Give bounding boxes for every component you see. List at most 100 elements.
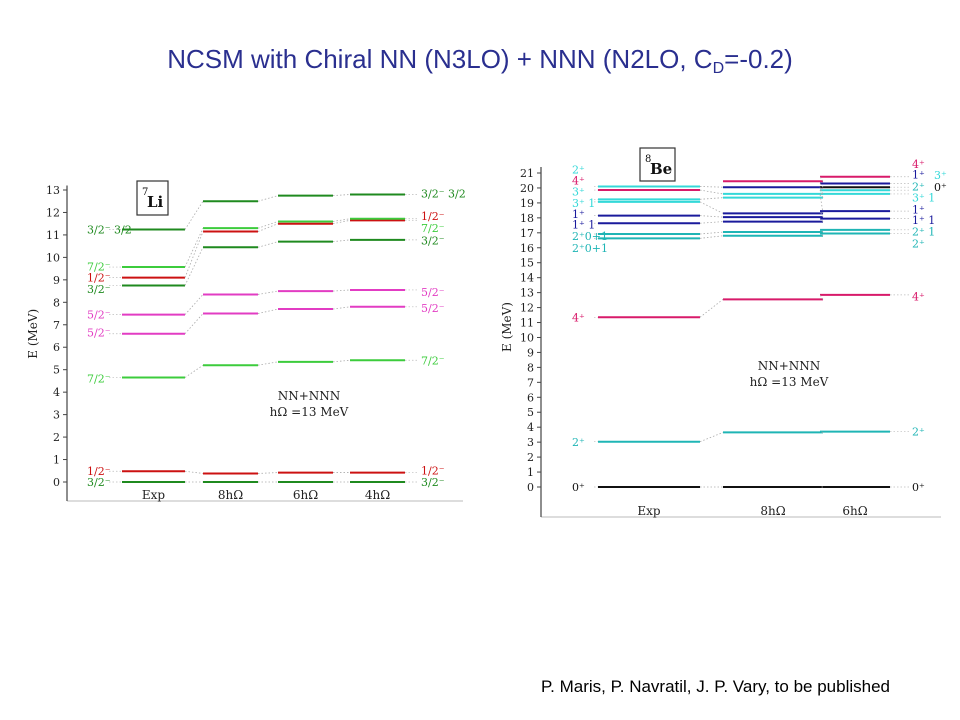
li7-left-spin-label: 5/2⁻ <box>87 309 111 322</box>
li7-connector <box>184 231 204 278</box>
be8-y-tick-label: 4 <box>527 421 534 434</box>
be8-right-spin-label: 3⁺ 1 <box>912 192 935 205</box>
be8-y-tick-label: 11 <box>520 317 534 330</box>
li7-nucleus-box <box>136 180 169 216</box>
be8-left-spin-label: 2⁺0+1 <box>572 230 608 243</box>
li7-y-tick-label: 1 <box>53 454 60 467</box>
li7-left-spin-label: 3/2⁻ <box>87 476 111 489</box>
li7-left-spin-label: 3/2⁻ <box>87 283 111 296</box>
be8-y-tick-label: 2 <box>527 451 534 464</box>
be8-connector <box>819 187 824 195</box>
li7-y-tick: 5 <box>53 364 67 377</box>
li7-y-tick-label: 6 <box>53 341 60 354</box>
li7-column-label: 6hΩ <box>293 488 318 502</box>
title-tail: =-0.2) <box>724 44 793 74</box>
be8-y-tick: 13 <box>520 287 541 300</box>
be8-left-spin-label: 2⁺ <box>572 163 585 176</box>
li7-right-spin-label: 3/2⁻ 3/2 <box>421 187 466 200</box>
li7-connector <box>257 221 279 229</box>
be8-connector <box>699 299 724 318</box>
be8-y-tick: 4 <box>527 421 541 434</box>
li7-y-tick-label: 10 <box>46 251 60 264</box>
li7-right-spin-label: 3/2⁻ <box>421 476 445 489</box>
be8-connector <box>819 233 824 237</box>
be8-y-tick: 10 <box>520 331 541 344</box>
li7-y-tick: 9 <box>53 274 67 287</box>
be8-right-spin-label: 2⁺ <box>912 237 925 250</box>
li7-annotation-line: hΩ =13 MeV <box>270 405 349 419</box>
li7-y-tick-label: 0 <box>53 476 60 489</box>
be8-y-tick-label: 3 <box>527 436 534 449</box>
citation: P. Maris, P. Navratil, J. P. Vary, to be… <box>541 677 890 696</box>
li7-connector <box>332 239 351 243</box>
be8-y-tick-label: 18 <box>520 212 534 225</box>
li7-connector <box>332 219 351 225</box>
li7-y-axis-label: E (MeV) <box>26 309 40 359</box>
be8-connector <box>819 294 824 300</box>
be8-connector <box>699 235 724 239</box>
be8-right-spin-label: 4⁺ <box>912 158 925 171</box>
be8-y-tick: 16 <box>520 242 541 255</box>
li7-connector <box>184 313 204 335</box>
be8-y-tick: 6 <box>527 391 541 404</box>
be8-y-tick-label: 7 <box>527 376 534 389</box>
be8-connector <box>819 190 824 198</box>
li7-y-tick-label: 4 <box>53 386 60 399</box>
be8-annotation-line: NN+NNN <box>758 359 821 373</box>
li7-y-tick-label: 5 <box>53 364 60 377</box>
be8-y-tick-label: 17 <box>520 227 534 240</box>
li7-connector <box>332 306 351 310</box>
li7-connector <box>184 470 204 474</box>
be8-y-tick: 0 <box>527 481 541 494</box>
li7-connector <box>257 223 279 232</box>
be8-y-tick-label: 21 <box>520 167 534 180</box>
be8-right-spin-label: 3⁺ <box>934 169 947 182</box>
li7-connector <box>332 194 351 197</box>
be8-column-label: 6hΩ <box>842 504 867 518</box>
li7-left-spin-label: 1/2⁻ <box>87 272 111 285</box>
li7-annotation-line: NN+NNN <box>278 389 341 403</box>
li7-right-spin-label: 5/2⁻ <box>421 302 445 315</box>
be8-connector <box>819 176 824 182</box>
be8-right-spin-label: 1⁺ <box>912 204 925 217</box>
li7-y-tick-label: 9 <box>53 274 60 287</box>
be8-y-axis-label: E (MeV) <box>500 302 514 352</box>
li7-right-spin-label: 5/2⁻ <box>421 286 445 299</box>
li7-y-tick: 8 <box>53 296 67 309</box>
li7-connector <box>184 228 204 268</box>
li7-left-spin-label: 7/2⁻ <box>87 260 111 273</box>
be8-left-spin-label: 2⁺ <box>572 436 585 449</box>
li7-column-label: 8hΩ <box>218 488 243 502</box>
be8-y-tick-label: 20 <box>520 182 534 195</box>
li7-right-spin-label: 7/2⁻ <box>421 355 445 368</box>
be8-y-tick: 12 <box>520 302 541 315</box>
be8-y-tick-label: 6 <box>527 391 534 404</box>
li7-y-tick: 2 <box>53 431 67 444</box>
slide-title: NCSM with Chiral NN (N3LO) + NNN (N2LO, … <box>0 44 960 78</box>
be8-right-spin-label: 1⁺ 1 <box>912 214 935 227</box>
be8-nucleus-mass: 8 <box>645 154 651 165</box>
li7-column-label: 4hΩ <box>365 488 390 502</box>
be8-nucleus-box <box>639 147 676 182</box>
be8-y-tick: 7 <box>527 376 541 389</box>
be8-left-spin-label: 2⁺0+1 <box>572 242 608 255</box>
li7-y-tick-label: 2 <box>53 431 60 444</box>
title-subscript: D <box>712 60 725 77</box>
li7-left-spin-label: 3/2⁻ 3/2 <box>87 224 132 237</box>
li7-y-tick: 4 <box>53 386 67 399</box>
be8-right-spin-label: 2⁺ <box>912 180 925 193</box>
li7-y-tick: 11 <box>46 229 67 242</box>
li7-connector <box>184 247 204 286</box>
be8-y-tick: 14 <box>520 272 541 285</box>
be8-right-spin-label: 4⁺ <box>912 290 925 303</box>
be8-left-spin-label: 4⁺ <box>572 311 585 324</box>
li7-y-tick: 1 <box>53 454 67 467</box>
be8-y-tick: 11 <box>520 317 541 330</box>
be8-y-tick: 20 <box>520 182 541 195</box>
be8-y-tick: 1 <box>527 466 541 479</box>
be8-left-spin-label: 3⁺ 1 <box>572 197 595 210</box>
be8-connector <box>819 210 824 218</box>
